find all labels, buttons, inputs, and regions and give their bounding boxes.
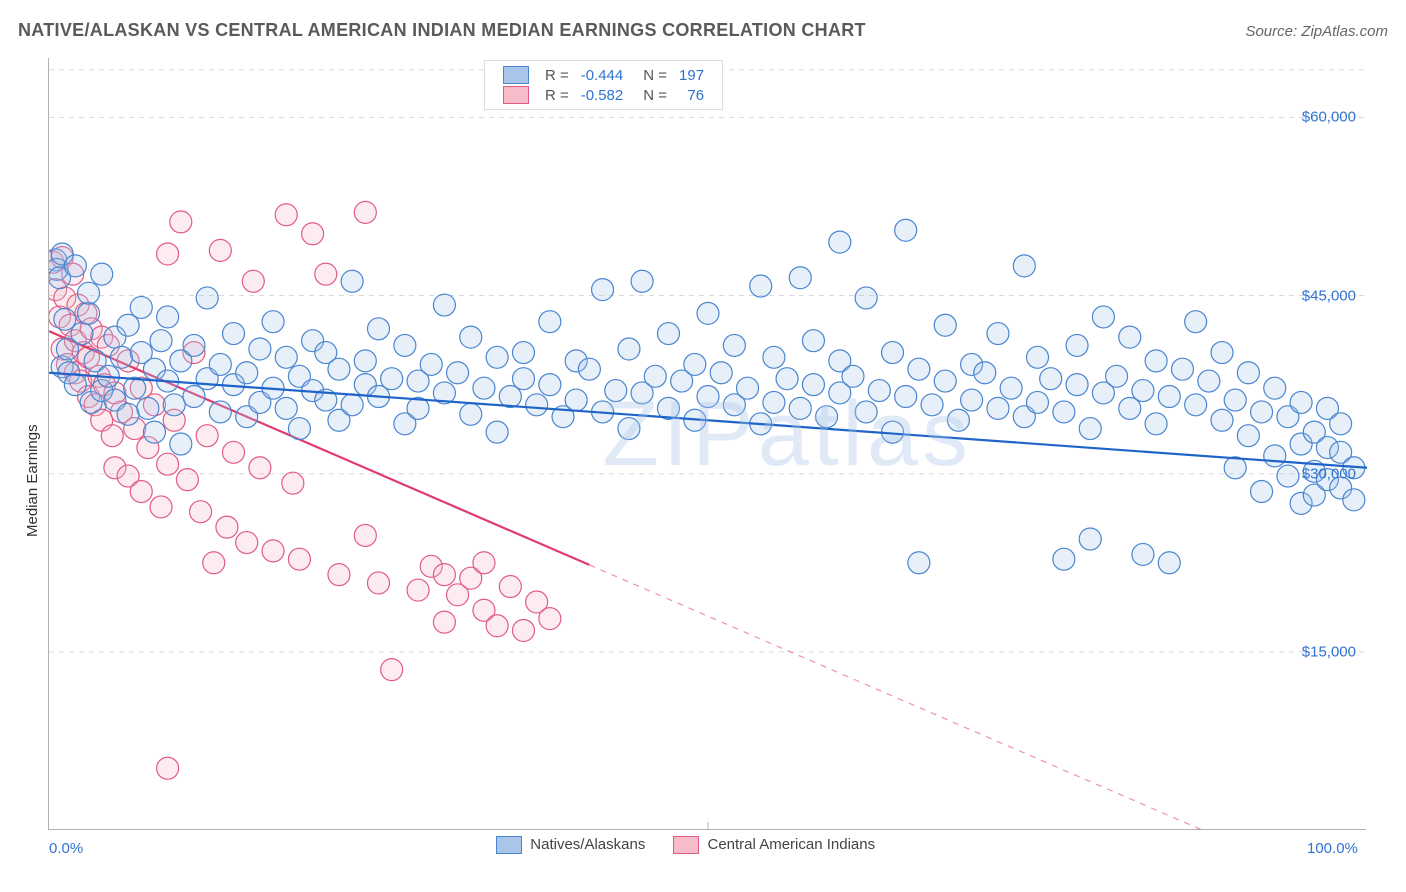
correlation-box: R =-0.444N =197R =-0.582N =76 bbox=[484, 60, 723, 110]
y-axis-label: Median Earnings bbox=[24, 424, 41, 537]
legend-item: Natives/Alaskans bbox=[496, 836, 645, 854]
bottom-legend: Natives/Alaskans Central American Indian… bbox=[496, 836, 875, 854]
y-tick-label: $30,000 bbox=[1302, 465, 1356, 482]
x-tick-label: 100.0% bbox=[1307, 840, 1358, 857]
y-tick-label: $60,000 bbox=[1302, 109, 1356, 126]
legend-item: Central American Indians bbox=[673, 836, 875, 854]
plot-svg bbox=[49, 58, 1367, 830]
y-tick-label: $15,000 bbox=[1302, 643, 1356, 660]
x-tick-label: 0.0% bbox=[49, 840, 83, 857]
y-tick-label: $45,000 bbox=[1302, 287, 1356, 304]
chart-title: NATIVE/ALASKAN VS CENTRAL AMERICAN INDIA… bbox=[18, 20, 866, 41]
source-label: Source: ZipAtlas.com bbox=[1245, 23, 1388, 40]
scatter-plot: ZIPatlas R =-0.444N =197R =-0.582N =76 $… bbox=[48, 58, 1366, 830]
